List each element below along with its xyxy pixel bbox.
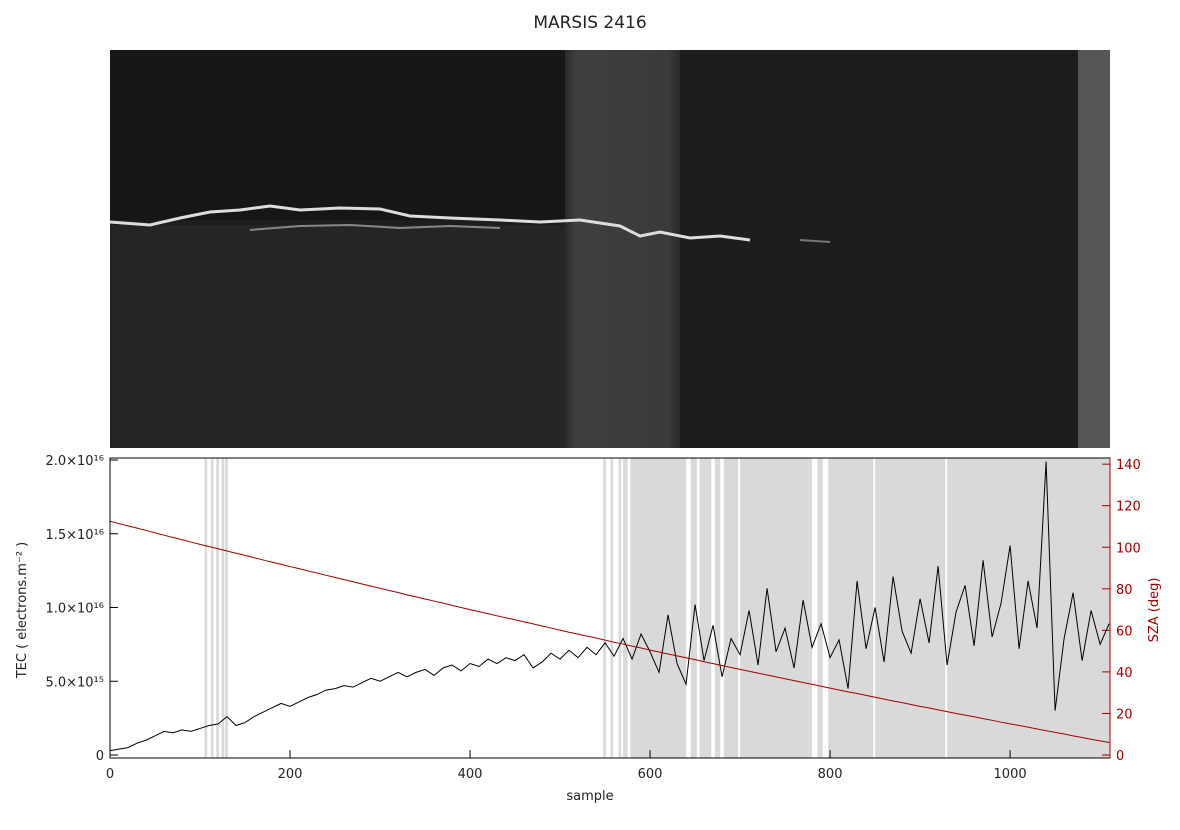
radargram — [109, 50, 1110, 448]
shaded-range — [216, 458, 219, 758]
y2-tick-label: 100 — [1116, 541, 1141, 556]
series-line — [110, 520, 1110, 744]
shaded-range — [740, 458, 813, 758]
shaded-range — [623, 458, 628, 758]
y-tick-label: 0 — [96, 749, 104, 764]
x-tick-label: 800 — [818, 767, 843, 782]
shaded-range — [618, 458, 622, 758]
shaded-range — [204, 458, 208, 758]
x-axis-label: sample — [566, 789, 613, 804]
y2-tick-label: 140 — [1116, 458, 1141, 473]
y-tick-label: 2.0×10¹⁶ — [45, 454, 104, 469]
shaded-range — [875, 458, 946, 758]
y-tick-label: 1.0×10¹⁶ — [45, 602, 104, 617]
shaded-range — [723, 458, 739, 758]
x-tick-label: 1000 — [994, 767, 1027, 782]
shaded-range — [221, 458, 225, 758]
shaded-range — [690, 458, 697, 758]
x-tick-label: 0 — [106, 767, 114, 782]
chart-title: MARSIS 2416 — [533, 13, 646, 33]
series-line — [110, 461, 1110, 752]
shaded-range — [817, 458, 823, 758]
y2-tick-label: 120 — [1116, 500, 1141, 515]
x-tick-label: 200 — [278, 767, 303, 782]
y2-tick-label: 20 — [1116, 707, 1133, 722]
y2-tick-label: 40 — [1116, 666, 1133, 681]
y2-tick-label: 0 — [1116, 749, 1124, 764]
shaded-range — [225, 458, 228, 758]
y-tick-label: 5.0×10¹⁵ — [45, 675, 104, 690]
shaded-range — [947, 458, 1110, 758]
y-axis-label: TEC ( electrons.m⁻² ) — [15, 542, 30, 680]
shaded-range — [210, 458, 214, 758]
shaded-range — [610, 458, 614, 758]
x-tick-label: 600 — [638, 767, 663, 782]
shaded-range — [630, 458, 687, 758]
y2-tick-label: 60 — [1116, 624, 1133, 639]
y-tick-label: 1.5×10¹⁶ — [45, 528, 104, 543]
shaded-range — [603, 458, 606, 758]
y2-axis-label: SZA (deg) — [1147, 578, 1162, 643]
y2-tick-label: 80 — [1116, 583, 1133, 598]
shaded-range — [714, 458, 721, 758]
shaded-range — [828, 458, 874, 758]
x-tick-label: 400 — [458, 767, 483, 782]
shaded-range — [699, 458, 712, 758]
